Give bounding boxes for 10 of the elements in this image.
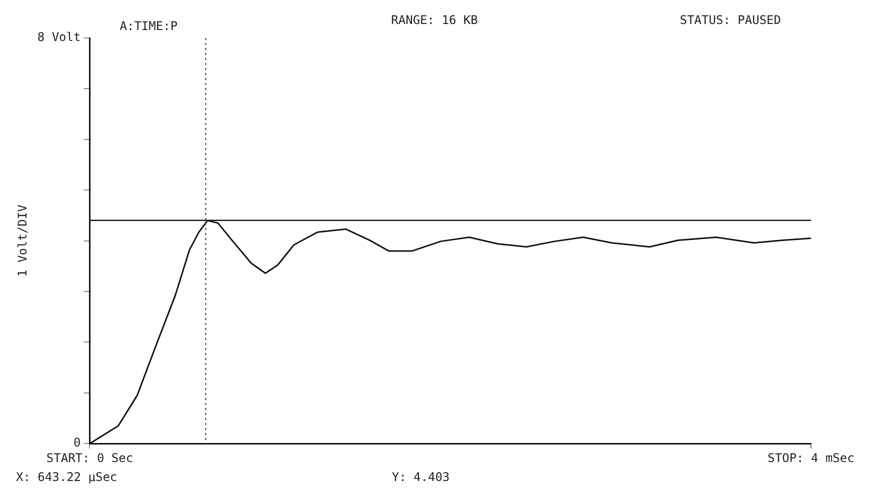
text: Y: 4.403 xyxy=(392,470,450,484)
y-tick-label: 8 Volt xyxy=(37,30,81,44)
text: X: 643.22 µSec xyxy=(16,470,118,484)
text: A:TIME:P xyxy=(120,19,178,33)
text: RANGE: 16 KB xyxy=(391,13,478,27)
y-axis-title: 1 Volt/DIV xyxy=(15,204,30,277)
text: STATUS: PAUSED xyxy=(680,13,781,27)
x-tick-label: START: 0 Sec xyxy=(46,450,134,465)
y-tick-label: 0 xyxy=(74,436,81,450)
x-tick-label: STOP: 4 mSec xyxy=(768,450,854,465)
